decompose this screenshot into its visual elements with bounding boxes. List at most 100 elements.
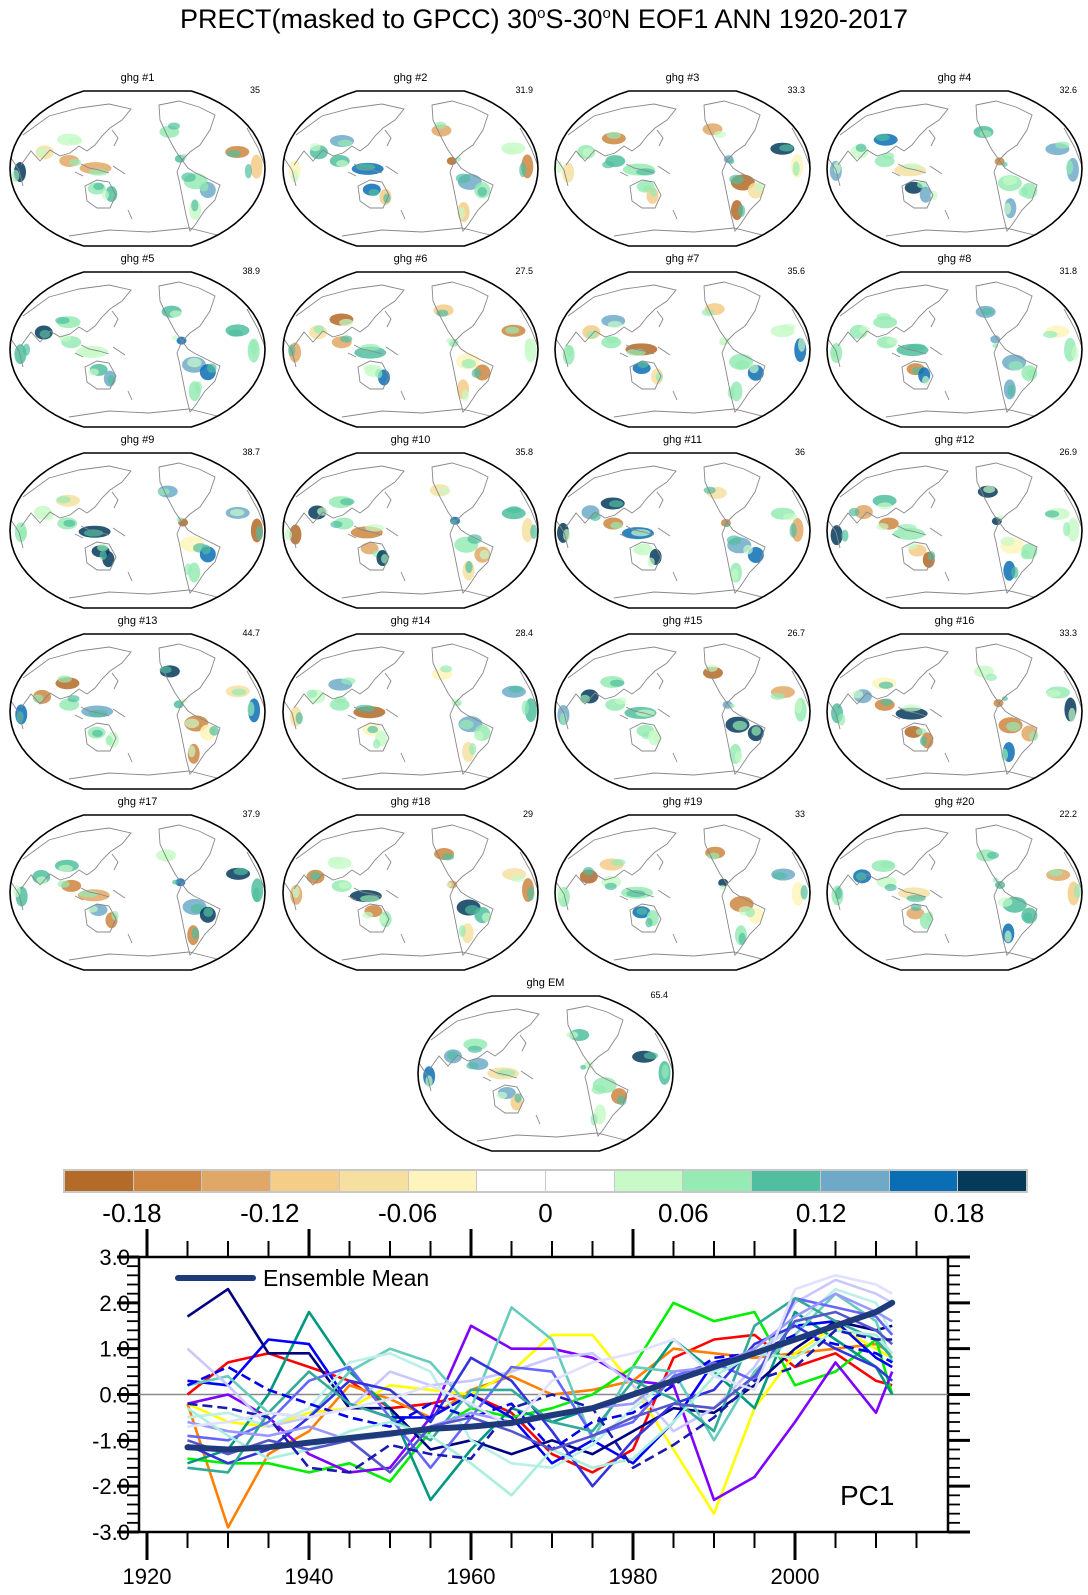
coastline bbox=[613, 770, 767, 780]
anomaly-patch bbox=[589, 512, 601, 522]
anomaly-patch bbox=[79, 349, 99, 357]
anomaly-patch bbox=[559, 712, 568, 725]
colorbar-swatch bbox=[752, 1171, 821, 1191]
coastline bbox=[283, 519, 297, 549]
coastline bbox=[80, 344, 110, 355]
coastline bbox=[111, 129, 119, 147]
anomaly-patch bbox=[367, 725, 379, 734]
coastline bbox=[74, 533, 84, 539]
anomaly-patch bbox=[591, 1084, 606, 1095]
coastline bbox=[891, 895, 901, 901]
anomaly-patch bbox=[901, 704, 922, 712]
coastline bbox=[353, 887, 383, 898]
map-border bbox=[554, 814, 811, 971]
anomaly-patch bbox=[884, 883, 897, 892]
coastline bbox=[613, 227, 767, 237]
colorbar-swatch bbox=[339, 1171, 409, 1191]
colorbar-label: 0 bbox=[538, 1198, 553, 1228]
anomaly-patch bbox=[455, 700, 462, 706]
anomaly-patch bbox=[194, 381, 203, 394]
coastline bbox=[418, 1062, 432, 1092]
anomaly-patch bbox=[184, 718, 200, 729]
anomaly-patch bbox=[608, 500, 624, 508]
anomaly-patch bbox=[655, 372, 663, 382]
title-text: N EOF1 ANN 1920-2017 bbox=[610, 4, 908, 34]
coastline bbox=[400, 390, 406, 401]
anomaly-patch bbox=[521, 700, 529, 715]
coastline bbox=[347, 714, 357, 720]
anomaly-patch bbox=[244, 164, 253, 179]
anomaly-patch bbox=[328, 856, 343, 864]
coastline bbox=[80, 887, 110, 898]
anomaly-patch bbox=[360, 343, 380, 352]
colorbar-swatch bbox=[133, 1171, 203, 1191]
coastline bbox=[341, 770, 495, 780]
map-border bbox=[9, 814, 266, 971]
robinson-map bbox=[826, 814, 1083, 971]
map-border bbox=[826, 814, 1083, 971]
coastline bbox=[519, 1034, 527, 1052]
coastline bbox=[993, 702, 1038, 775]
anomaly-patch bbox=[378, 914, 387, 924]
coastline bbox=[721, 702, 766, 775]
anomaly-patch bbox=[800, 885, 808, 900]
anomaly-patch bbox=[556, 886, 564, 899]
coastline bbox=[885, 951, 1039, 961]
explained-variance: 33 bbox=[794, 809, 805, 819]
explained-variance: 44.7 bbox=[242, 628, 260, 638]
coastline bbox=[384, 129, 392, 147]
anomaly-patch bbox=[838, 713, 846, 726]
coastline bbox=[837, 646, 949, 709]
colorbar-swatch bbox=[546, 1171, 615, 1191]
member-series-18 bbox=[187, 1310, 894, 1474]
anomaly-patch bbox=[1065, 160, 1074, 175]
colorbar-label: 0.12 bbox=[795, 1198, 847, 1228]
anomaly-patch bbox=[1043, 330, 1058, 339]
coastline bbox=[625, 706, 655, 717]
coastline bbox=[68, 589, 222, 599]
coastline bbox=[347, 533, 357, 539]
coastline bbox=[112, 708, 126, 718]
explained-variance: 27.5 bbox=[515, 266, 533, 276]
coastline bbox=[672, 571, 678, 582]
anomaly-patch bbox=[330, 520, 343, 529]
anomaly-patch bbox=[209, 726, 219, 736]
coastline bbox=[400, 571, 406, 582]
coastline bbox=[20, 646, 132, 709]
coastline bbox=[975, 824, 1033, 885]
coastline bbox=[555, 881, 569, 911]
anomaly-patch bbox=[496, 1091, 508, 1099]
colorbar-swatch bbox=[889, 1171, 959, 1191]
anomaly-patch bbox=[341, 677, 356, 685]
coastline bbox=[476, 1132, 630, 1142]
precip-anomaly-field bbox=[283, 643, 538, 780]
coastline bbox=[885, 770, 1039, 780]
map-panel: ghg #8 31.8 bbox=[826, 253, 1083, 435]
map-border bbox=[9, 452, 266, 609]
anomaly-patch bbox=[313, 325, 325, 334]
map-border bbox=[9, 633, 266, 790]
anomaly-patch bbox=[772, 872, 787, 880]
coastline bbox=[791, 127, 810, 167]
anomaly-patch bbox=[606, 131, 622, 139]
anomaly-patch bbox=[876, 313, 891, 321]
title-text: PRECT(masked to GPCC) 30 bbox=[180, 4, 538, 34]
robinson-map bbox=[417, 995, 674, 1152]
coastline bbox=[613, 951, 767, 961]
coastline bbox=[656, 491, 664, 509]
coastline bbox=[656, 853, 664, 871]
anomaly-patch bbox=[68, 137, 83, 145]
anomaly-patch bbox=[445, 338, 452, 343]
coastline bbox=[891, 714, 901, 720]
coastline bbox=[703, 643, 761, 704]
anomaly-patch bbox=[582, 148, 594, 157]
map-panel: ghg #15 26.7 bbox=[554, 615, 811, 797]
anomaly-patch bbox=[295, 712, 303, 725]
explained-variance: 37.9 bbox=[242, 809, 260, 819]
precip-anomaly-field bbox=[10, 462, 265, 599]
anomaly-patch bbox=[19, 527, 27, 540]
anomaly-patch bbox=[859, 325, 871, 335]
anomaly-patch bbox=[878, 681, 894, 689]
anomaly-patch bbox=[88, 368, 100, 376]
map-border bbox=[9, 90, 266, 247]
